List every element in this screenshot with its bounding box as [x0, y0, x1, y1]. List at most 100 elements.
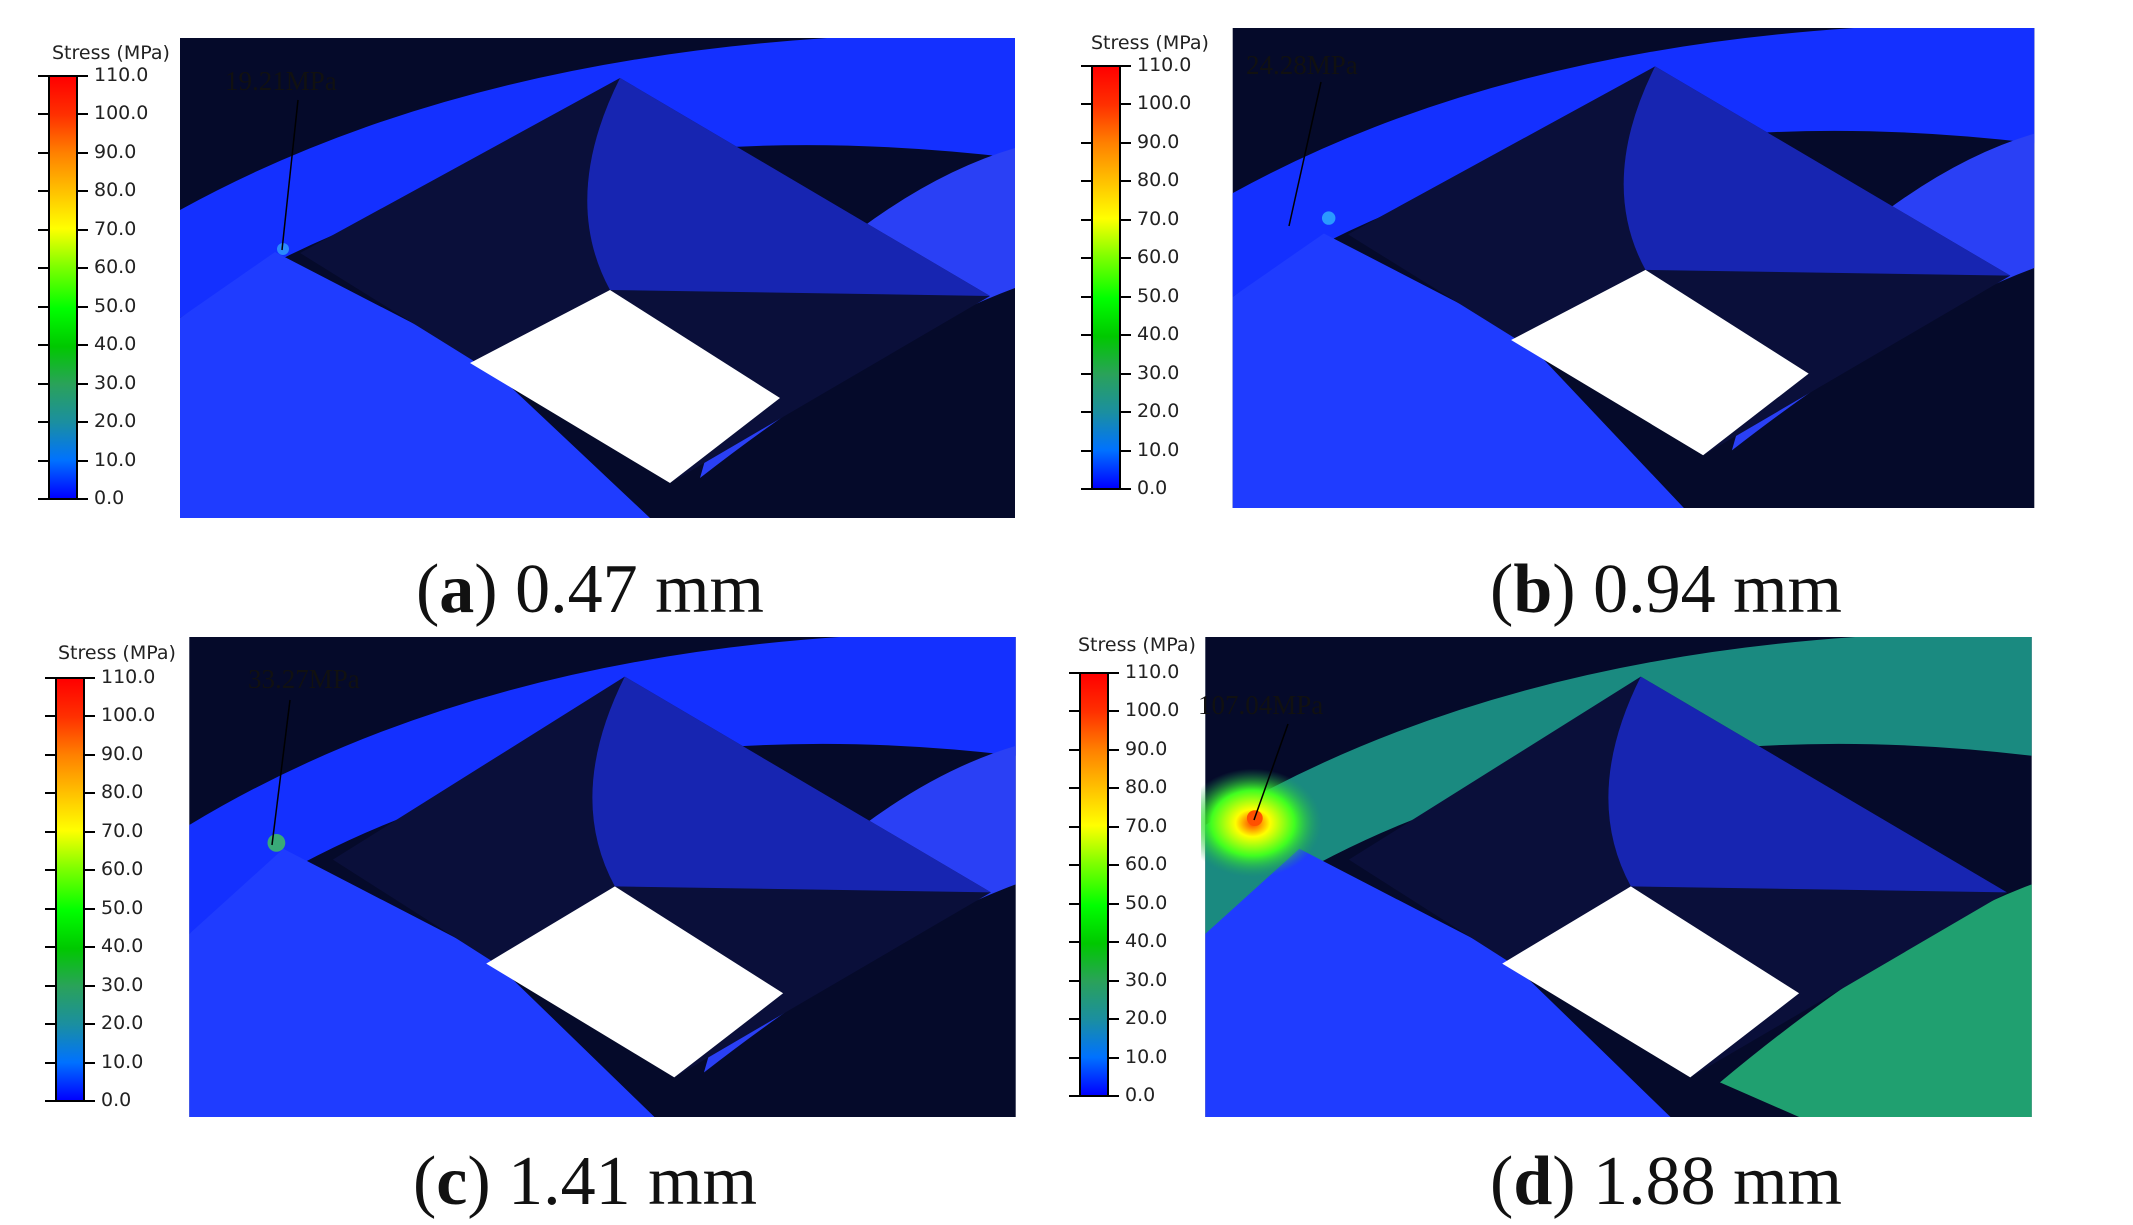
colorbar: [55, 677, 85, 1102]
colorbar-tick: [76, 151, 88, 154]
colorbar-tick: [38, 267, 50, 270]
panel-d: Stress (MPa) 107.04MPa (d) 1.88 mm 110.0…: [1066, 612, 2132, 1224]
colorbar-tick: [76, 228, 88, 231]
colorbar-tick: [1119, 65, 1131, 67]
colorbar-tick: [1107, 1056, 1119, 1059]
colorbar-tick-label: 60.0: [1137, 246, 1180, 269]
colorbar-tick-label: 30.0: [101, 973, 144, 996]
colorbar-tick: [1107, 864, 1119, 867]
colorbar-tick: [1119, 141, 1131, 144]
colorbar-tick: [76, 459, 88, 462]
colorbar-tick: [1069, 787, 1081, 790]
colorbar-tick-label: 10.0: [1137, 438, 1180, 461]
colorbar-tick: [38, 75, 50, 77]
colorbar-tick-label: 60.0: [94, 256, 137, 279]
colorbar: [1091, 65, 1121, 490]
colorbar-tick-label: 40.0: [94, 333, 137, 356]
colorbar-tick: [1069, 941, 1081, 944]
colorbar-tick: [1069, 902, 1081, 905]
colorbar-tick-label: 100.0: [94, 102, 149, 125]
panel-caption: (d) 1.88 mm: [1490, 1143, 1842, 1220]
colorbar-tick: [1081, 103, 1093, 106]
colorbar-tick: [1081, 334, 1093, 337]
colorbar: [48, 75, 78, 500]
colorbar: [1079, 672, 1109, 1097]
colorbar-tick-label: 50.0: [101, 896, 144, 919]
colorbar-tick: [83, 946, 95, 949]
colorbar-tick-label: 80.0: [101, 781, 144, 804]
colorbar-tick: [45, 753, 57, 756]
panel-b: Stress (MPa) 24.28MPa (b) 0.94 mm 110.0 1…: [1066, 0, 2132, 625]
fem-render: [180, 38, 1015, 518]
colorbar-tick: [1107, 941, 1119, 944]
colorbar-tick: [83, 869, 95, 872]
legend-title: Stress (MPa): [52, 42, 170, 64]
colorbar-tick: [45, 984, 57, 987]
colorbar-tick: [1069, 748, 1081, 751]
colorbar-tick-label: 20.0: [1137, 400, 1180, 423]
colorbar-tick: [83, 907, 95, 910]
colorbar-tick: [83, 1061, 95, 1064]
colorbar-tick: [1107, 748, 1119, 751]
colorbar-tick: [1107, 710, 1119, 713]
colorbar-tick-label: 0.0: [94, 487, 125, 509]
colorbar-tick: [83, 677, 95, 679]
colorbar-tick: [1119, 334, 1131, 337]
colorbar-tick-label: 100.0: [1125, 699, 1180, 722]
colorbar-tick: [1119, 295, 1131, 298]
colorbar-tick: [1081, 295, 1093, 298]
colorbar-tick-label: 60.0: [1125, 853, 1168, 876]
colorbar-tick: [38, 344, 50, 347]
colorbar-tick-label: 80.0: [1125, 776, 1168, 799]
colorbar-tick-label: 90.0: [101, 742, 144, 765]
max-stress-label: 107.04MPa: [1198, 690, 1324, 720]
colorbar-tick: [1081, 449, 1093, 452]
max-stress-label: 24.28MPa: [1246, 50, 1358, 80]
colorbar-tick: [1069, 1056, 1081, 1059]
colorbar-tick-label: 50.0: [1137, 284, 1180, 307]
colorbar-tick: [1119, 103, 1131, 106]
colorbar-tick: [76, 267, 88, 270]
colorbar-tick: [1119, 372, 1131, 375]
colorbar-tick: [76, 113, 88, 116]
fem-render: [1232, 28, 2035, 508]
colorbar-tick-label: 10.0: [94, 448, 137, 471]
colorbar-tick: [1069, 825, 1081, 828]
panel-caption: (c) 1.41 mm: [412, 1143, 758, 1220]
colorbar-tick-label: 70.0: [1137, 207, 1180, 230]
colorbar-tick: [1081, 65, 1093, 67]
panel-c: Stress (MPa) 33.27MPa (c) 1.41 mm 110.0 1…: [0, 612, 1066, 1224]
colorbar-tick: [45, 946, 57, 949]
colorbar-tick: [38, 113, 50, 116]
colorbar-tick: [38, 382, 50, 385]
colorbar-tick: [76, 75, 88, 77]
colorbar-tick: [1119, 257, 1131, 260]
colorbar-tick: [83, 715, 95, 718]
colorbar-tick: [1081, 141, 1093, 144]
colorbar-tick: [1081, 411, 1093, 414]
colorbar-tick-label: 30.0: [1137, 361, 1180, 384]
colorbar-tick: [1069, 979, 1081, 982]
colorbar-tick-label: 110.0: [101, 666, 156, 688]
colorbar-tick-label: 90.0: [94, 140, 137, 163]
colorbar-tick-label: 50.0: [94, 294, 137, 317]
colorbar-tick-label: 90.0: [1137, 130, 1180, 153]
colorbar-tick: [1069, 864, 1081, 867]
colorbar-tick: [1119, 218, 1131, 221]
colorbar-tick: [38, 151, 50, 154]
colorbar-tick: [45, 869, 57, 872]
max-stress-label: 19.21MPa: [225, 66, 337, 96]
colorbar-tick: [76, 190, 88, 193]
colorbar-tick-label: 70.0: [101, 819, 144, 842]
colorbar-tick: [76, 305, 88, 308]
colorbar-tick: [1119, 449, 1131, 452]
colorbar-tick: [76, 421, 88, 424]
colorbar-tick: [45, 1023, 57, 1026]
colorbar-tick-label: 0.0: [1125, 1084, 1156, 1106]
colorbar-tick: [38, 228, 50, 231]
colorbar-tick-label: 0.0: [101, 1089, 132, 1111]
panel-caption: (b) 0.94 mm: [1490, 551, 1842, 628]
colorbar-tick: [83, 1023, 95, 1026]
colorbar-tick: [1107, 902, 1119, 905]
colorbar-tick-label: 90.0: [1125, 737, 1168, 760]
